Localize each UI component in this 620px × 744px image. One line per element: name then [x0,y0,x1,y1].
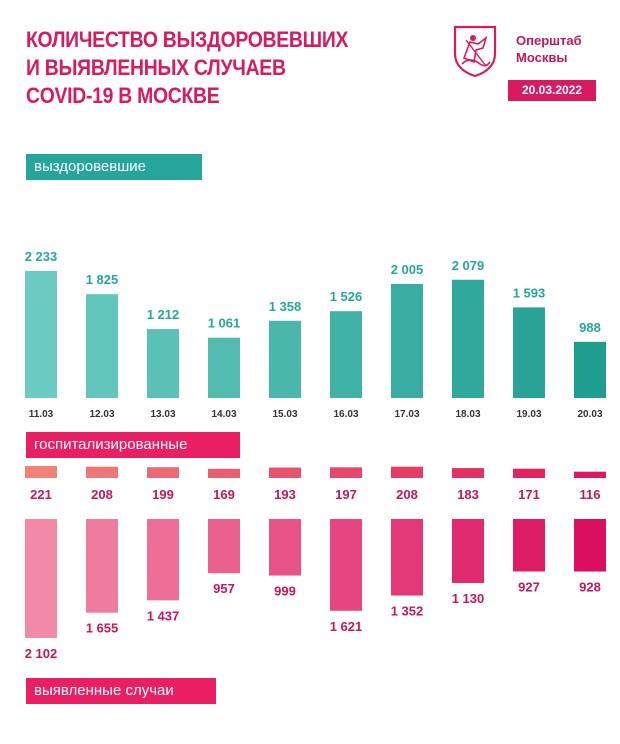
hospitalized-section-label: госпитализированные [26,432,240,458]
cases-bar [25,519,57,638]
recovered-section-label: выздоровевшие [26,154,202,180]
cases-value-label: 928 [579,580,601,595]
cases-value-label: 1 437 [147,608,180,623]
brand-name: Оперштаб Москвы [516,32,582,66]
date-label: 16.03 [333,409,358,420]
recovered-value-label: 2 233 [25,249,58,264]
hospitalized-bar [513,468,545,478]
recovered-value-label: 1 061 [208,316,241,331]
hospitalized-bar [208,468,240,478]
cases-bar [513,519,545,572]
hospitalized-bar [391,466,423,478]
cases-value-label: 1 352 [391,604,424,619]
recovered-bar [330,311,362,398]
hospitalized-value-label: 116 [580,487,601,502]
hospitalized-value-label: 183 [457,487,479,502]
hospitalized-bar [269,467,301,478]
cases-bar [574,519,606,572]
hospitalized-bar [574,471,606,478]
date-label: 13.03 [150,409,175,420]
recovered-value-label: 1 212 [147,307,180,322]
cases-bar [391,519,423,596]
hospitalized-value-label: 221 [30,487,52,502]
recovered-value-label: 1 593 [513,285,546,300]
cases-value-label: 927 [518,579,540,594]
title-line: КОЛИЧЕСТВО ВЫЗДОРОВЕВШИХ [26,27,349,52]
brand-line: Москвы [516,50,568,65]
title-line: И ВЫЯВЛЕННЫХ СЛУЧАЕВ [26,55,286,80]
cases-value-label: 2 102 [25,646,58,661]
cases-value-label: 1 655 [86,621,119,636]
date-badge: 20.03.2022 [508,80,596,101]
cases-value-label: 999 [274,584,296,599]
moscow-coat-of-arms-icon [452,24,498,78]
hospitalized-bar [25,466,57,478]
date-label: 15.03 [272,409,297,420]
recovered-bar [513,307,545,398]
recovered-bar [574,341,606,398]
date-label: 18.03 [455,409,480,420]
recovered-value-label: 2 079 [452,258,485,273]
recovered-bar [269,320,301,398]
hospitalized-bar [330,467,362,478]
cases-value-label: 1 130 [452,591,485,606]
cases-bar [269,519,301,576]
cases-bar [147,519,179,601]
title-line: COVID-19 В МОСКВЕ [26,83,220,108]
cases-value-label: 1 621 [330,619,363,634]
hospitalized-value-label: 197 [335,487,357,502]
recovered-value-label: 1 526 [330,289,363,304]
recovered-value-label: 2 005 [391,262,424,277]
recovered-value-label: 1 358 [269,299,302,314]
hospitalized-value-label: 208 [396,487,418,502]
cases-value-label: 957 [213,581,235,596]
cases-bar [330,519,362,611]
recovered-bar [147,329,179,398]
hospitalized-value-label: 193 [274,487,296,502]
date-label: 17.03 [394,409,419,420]
cases-section-label: выявленные случаи [26,678,216,704]
cases-bar [208,519,240,574]
date-label: 14.03 [211,409,236,420]
recovered-bar [452,279,484,398]
recovered-bar [86,294,118,398]
hospitalized-value-label: 199 [152,487,174,502]
hospitalized-bar [452,468,484,478]
cases-bar [452,519,484,583]
brand-line: Оперштаб [516,33,582,48]
date-label: 11.03 [29,409,54,420]
hospitalized-value-label: 171 [518,487,540,502]
hospitalized-value-label: 208 [91,487,113,502]
recovered-value-label: 988 [579,320,601,335]
recovered-value-label: 1 825 [86,272,119,287]
date-label: 20.03 [577,409,602,420]
date-label: 12.03 [89,409,114,420]
hospitalized-bar [86,466,118,478]
recovered-bar [25,271,57,398]
page-title: КОЛИЧЕСТВО ВЫЗДОРОВЕВШИХ И ВЫЯВЛЕННЫХ СЛ… [26,26,348,110]
recovered-bar [208,337,240,398]
hospitalized-value-label: 169 [213,487,235,502]
recovered-bar [391,283,423,398]
date-label: 19.03 [516,409,541,420]
cases-bar [86,519,118,613]
hospitalized-bar [147,467,179,478]
